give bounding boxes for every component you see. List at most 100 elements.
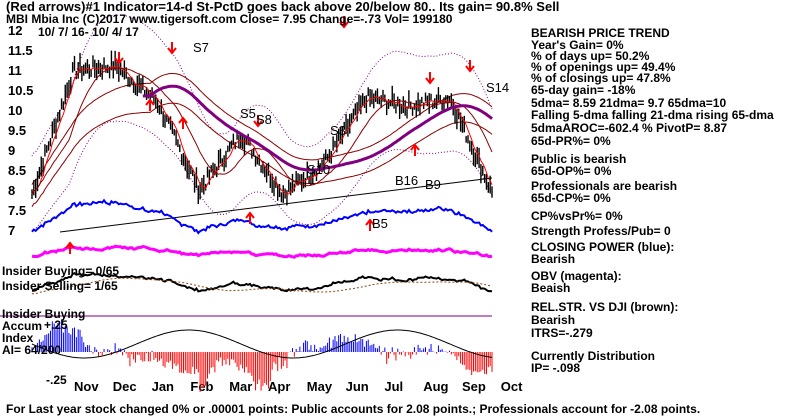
accum-top-value: +.25 (44, 318, 68, 332)
accum-bottom-value: -.25 (46, 373, 67, 387)
buy-arrow (65, 241, 75, 254)
x-tick-label: Dec (113, 379, 137, 394)
x-tick-label: Oct (501, 379, 523, 394)
y-tick-label: 10.5 (8, 83, 33, 98)
signal-label: B5 (372, 216, 388, 231)
signal-label: B16 (395, 173, 418, 188)
sell-arrow (114, 52, 124, 65)
x-axis-labels: Nov Dec Jan Feb Mar Apr May Jun Jul Aug Sep Oct (74, 379, 523, 394)
stats-line: Bearish (531, 252, 576, 266)
obv-line (31, 244, 493, 259)
x-tick-label: Jun (346, 379, 369, 394)
stats-line: Bearish (531, 313, 576, 327)
stats-line: % of openings up= 49.4% (531, 60, 676, 74)
stats-line: REL.STR. VS DJI (brown): (531, 300, 679, 314)
x-tick-label: Jul (384, 379, 403, 394)
indicator-lines (31, 198, 493, 295)
y-tick-label: 8.5 (8, 163, 26, 178)
rel-strength-line (32, 271, 493, 293)
sell-arrow (253, 115, 263, 128)
accum-title-3: Index (2, 331, 34, 345)
stats-line: Professionals are bearish (531, 179, 678, 193)
y-tick-label: 12 (8, 23, 22, 38)
stats-line: 65-day gain= -18% (531, 83, 636, 97)
y-tick-label: 8 (8, 183, 15, 198)
footer-summary: For Last year stock changed 0% or .00001… (6, 402, 701, 416)
sell-arrow (167, 42, 177, 55)
accum-title-1: Insider Buying (2, 307, 86, 321)
stats-line: Beaish (531, 281, 571, 295)
sell-arrow (425, 72, 435, 85)
stats-line: 65d-OP%= 0% (531, 164, 612, 178)
trend-line (59, 177, 493, 233)
buy-arrow (145, 98, 155, 111)
envelope-bands (31, 14, 493, 233)
stats-line: 65d-CP%= 0% (531, 191, 611, 205)
x-tick-label: Feb (190, 379, 213, 394)
stats-line: ITRS=-.279 (531, 326, 593, 340)
ma21-line (31, 67, 493, 195)
stats-line: % of closings up= 47.8% (531, 71, 671, 85)
ma-band-upper (31, 73, 493, 185)
signal-labels: S7 S5 S8 S3 S10 S14 B16 B9 B5 (193, 40, 509, 231)
insider-selling-label: Insider Selling= 1/65 (2, 279, 118, 293)
y-tick-label: 10 (8, 103, 22, 118)
x-tick-label: Sep (462, 379, 486, 394)
y-tick-label: 9 (8, 143, 15, 158)
x-tick-label: May (307, 379, 333, 394)
sell-arrow (339, 16, 349, 29)
y-tick-label: 11.5 (8, 43, 33, 58)
ma-band-lower (31, 102, 493, 208)
rel-strength-ma (32, 277, 493, 295)
x-tick-label: Nov (74, 379, 99, 394)
buy-arrow (245, 211, 255, 224)
ai-value: AI= 64/200 (2, 343, 62, 357)
y-tick-label: 11 (8, 63, 22, 78)
accum-histogram (31, 320, 493, 392)
y-tick-label: 7 (8, 223, 15, 238)
y-axis-ticks: 7 7.5 8 8.5 9 9.5 10 10.5 11 11.5 12 (8, 23, 33, 238)
signal-arrows (65, 16, 475, 254)
chart-header-line2: MBI Mbia Inc (C)2017 www.tigersoft.com C… (6, 12, 453, 26)
x-tick-label: Jan (152, 379, 174, 394)
x-tick-label: Aug (423, 379, 448, 394)
accum-title-2: Accum (2, 319, 43, 333)
x-tick-label: Mar (229, 379, 252, 394)
stats-line: Strength Profess/Pub= 0 (531, 224, 671, 238)
stats-line: OBV (magenta): (531, 269, 622, 283)
accum-ma-line (31, 329, 493, 359)
stats-line: 5dmaAROC=-602.4 % PivotP= 8.87 (531, 121, 728, 135)
signal-label: S8 (256, 112, 272, 127)
sell-arrow (465, 60, 475, 73)
signal-label: S14 (486, 80, 509, 95)
closing-power-line (31, 198, 493, 235)
stats-line: BEARISH PRICE TREND (531, 26, 670, 40)
stats-line: Public is bearish (531, 152, 627, 166)
insider-buying-label: Insider Buying= 0/65 (2, 264, 120, 278)
upper-band (31, 14, 493, 157)
buy-arrow (178, 116, 188, 129)
stats-line: Year's Gain= 0% (531, 38, 624, 52)
stats-line: IP= -.098 (531, 361, 581, 375)
signal-label: B9 (425, 177, 441, 192)
stats-line: % of days up= 50.2% (531, 49, 650, 63)
date-range: 10/ 7/ 16- 10/ 4/ 17 (38, 25, 139, 39)
stats-line: Currently Distribution (531, 349, 656, 363)
stats-line: 65d-PR%= 0% (531, 134, 611, 148)
stats-line: Falling 5-dma falling 21-dma rising 65-d… (531, 108, 774, 122)
buy-arrow (365, 218, 375, 231)
y-tick-label: 9.5 (8, 123, 26, 138)
stats-line: CP%vsPr%= 0% (531, 209, 623, 223)
y-tick-label: 7.5 (8, 203, 26, 218)
ma5-line (31, 65, 493, 196)
ma65-line (142, 84, 493, 172)
signal-label: S3 (330, 123, 346, 138)
chart-header-line1: (Red arrows)#1 Indicator=14-d St-PctD go… (6, 0, 560, 14)
ma-lines (0, 65, 493, 317)
signal-label: S10 (307, 162, 330, 177)
signal-label: S5 (240, 106, 256, 121)
signal-label: S7 (193, 40, 209, 55)
x-tick-label: Apr (268, 379, 290, 394)
stats-line: 5dma= 8.59 21dma= 9.7 65dma=10 (531, 96, 727, 110)
